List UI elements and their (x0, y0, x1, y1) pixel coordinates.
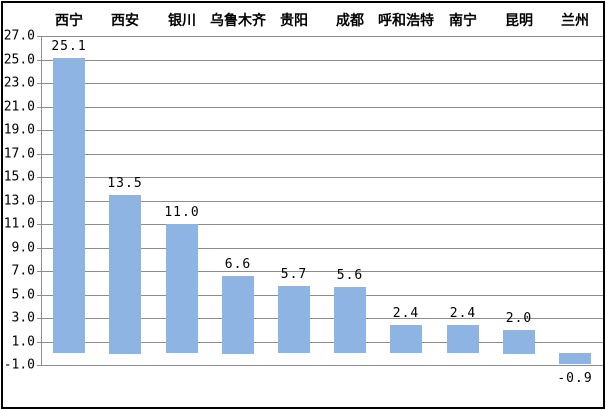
plot-left-border (41, 36, 42, 365)
category-label: 昆明 (505, 13, 533, 29)
bar-value-label: 2.4 (392, 306, 420, 321)
category-label: 乌鲁木齐 (210, 13, 266, 29)
bar-value-label: 25.1 (51, 39, 87, 54)
y-gridline (37, 248, 603, 249)
y-gridline (37, 295, 603, 296)
category-label: 南宁 (449, 13, 477, 29)
y-axis-tick-label: 13.0 (3, 193, 35, 209)
y-axis-tick-label: 23.0 (3, 75, 35, 91)
bar-value-label: 2.0 (505, 311, 533, 326)
bar (447, 325, 479, 353)
y-gridline (37, 201, 603, 202)
category-label: 呼和浩特 (378, 13, 434, 29)
bar (278, 286, 310, 353)
category-label: 西安 (111, 13, 139, 29)
bar-value-label: 2.4 (449, 306, 477, 321)
y-gridline (37, 154, 603, 155)
y-gridline (37, 130, 603, 131)
category-label: 兰州 (561, 13, 589, 29)
y-axis-tick-label: 11.0 (3, 216, 35, 232)
y-axis-tick-label: 1.0 (11, 334, 35, 350)
bar (503, 330, 535, 354)
y-axis-tick-label: 3.0 (11, 310, 35, 326)
y-gridline (37, 36, 603, 37)
y-axis-tick-label: 15.0 (3, 169, 35, 185)
bar-value-label: 5.6 (336, 268, 364, 283)
bar-value-label: 6.6 (224, 257, 252, 272)
y-axis-tick-label: 19.0 (3, 122, 35, 138)
bar (166, 224, 198, 353)
bar (109, 195, 141, 354)
bar (334, 287, 366, 353)
y-gridline (37, 318, 603, 319)
y-axis-tick-label: 9.0 (11, 240, 35, 256)
bar-value-label: -0.9 (557, 371, 593, 386)
y-gridline (37, 83, 603, 84)
bar (559, 353, 591, 364)
bar (53, 58, 85, 353)
y-axis-tick-label: -1.0 (3, 357, 35, 373)
bar-value-label: 13.5 (107, 176, 143, 191)
y-gridline (37, 342, 603, 343)
y-axis-tick-label: 21.0 (3, 99, 35, 115)
y-gridline (37, 107, 603, 108)
category-label: 西宁 (55, 13, 83, 29)
bar (390, 325, 422, 353)
y-axis-tick-label: 7.0 (11, 263, 35, 279)
y-axis-tick-label: 17.0 (3, 146, 35, 162)
bar-value-label: 11.0 (164, 205, 200, 220)
y-gridline (37, 365, 603, 366)
y-gridline (37, 60, 603, 61)
plot-right-border (603, 36, 604, 365)
bar (222, 276, 254, 354)
y-axis-tick-label: 5.0 (11, 287, 35, 303)
category-label: 成都 (336, 13, 364, 29)
y-axis-tick-label: 25.0 (3, 52, 35, 68)
category-label: 银川 (168, 13, 196, 29)
y-axis-tick-label: 27.0 (3, 28, 35, 44)
category-label: 贵阳 (280, 13, 308, 29)
y-gridline (37, 224, 603, 225)
bar-value-label: 5.7 (280, 267, 308, 282)
y-gridline (37, 177, 603, 178)
y-gridline (37, 271, 603, 272)
